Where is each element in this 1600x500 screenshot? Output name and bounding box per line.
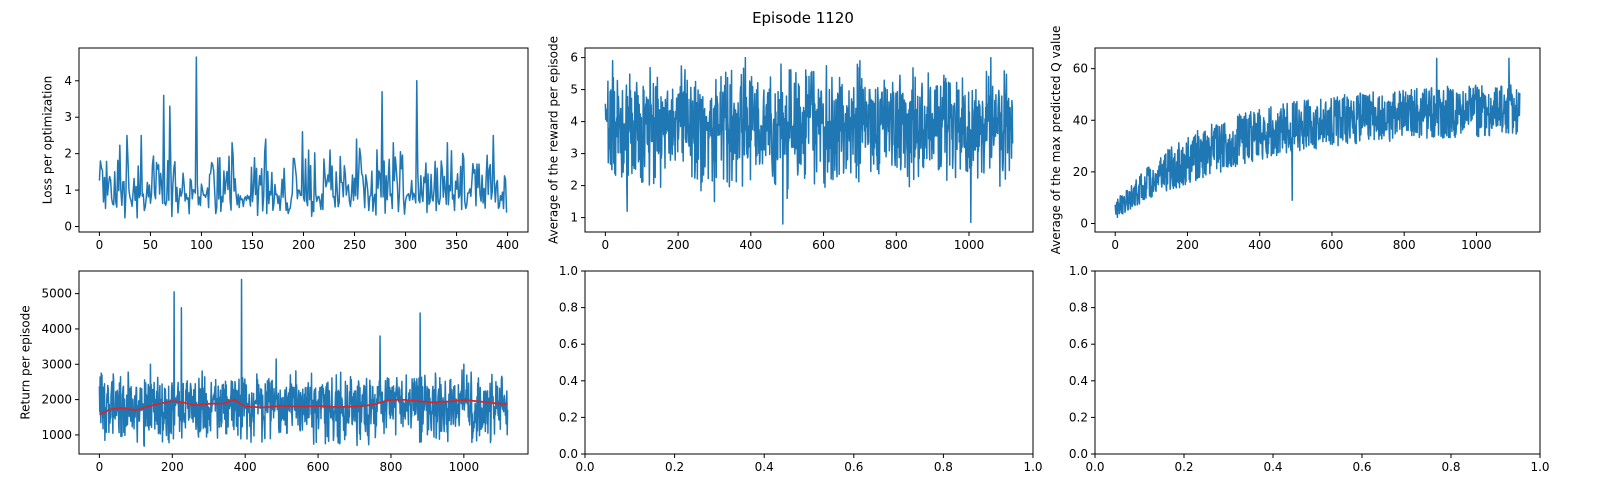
- subplot-data-area: [1114, 57, 1521, 219]
- y-tick-label: 3000: [41, 357, 72, 371]
- y-tick-label: 6: [570, 51, 578, 65]
- x-tick-label: 800: [380, 460, 403, 474]
- series-line: [98, 56, 508, 219]
- x-tick-label: 600: [1320, 238, 1343, 252]
- y-tick-label: 2: [570, 179, 578, 193]
- y-tick-label: 1: [64, 183, 72, 197]
- y-tick-label: 60: [1073, 62, 1088, 76]
- x-tick-label: 1000: [449, 460, 480, 474]
- y-axis-label: Return per episode: [18, 305, 32, 419]
- x-tick-label: 400: [1248, 238, 1271, 252]
- y-tick-label: 0.2: [1069, 410, 1088, 424]
- y-tick-label: 5: [570, 83, 578, 97]
- subplot-2: 0 200 400 600 800 1000 1 2 3 4 5 6 Average of the re…: [547, 36, 1034, 252]
- axes-frame: [78, 270, 529, 455]
- axes-frame: [584, 270, 1034, 455]
- x-tick-label: 1000: [1461, 238, 1492, 252]
- x-tick-label: 600: [307, 460, 330, 474]
- subplot-3: 0 200 400 600 800 1000 0 20 40 60 Average of the m…: [1049, 26, 1541, 255]
- y-tick-label: 1000: [41, 428, 72, 442]
- x-tick-label: 350: [445, 238, 468, 252]
- y-tick-label: 4: [64, 74, 72, 88]
- x-tick-label: 250: [343, 238, 366, 252]
- y-axis-label: Average of the max predicted Q value: [1049, 26, 1063, 255]
- x-tick-label: 0.4: [755, 460, 774, 474]
- y-axis-label: Average of the reward per episode: [547, 36, 561, 244]
- x-tick-label: 0.4: [1263, 460, 1282, 474]
- x-tick-label: 200: [667, 238, 690, 252]
- x-tick-label: 150: [241, 238, 264, 252]
- y-tick-label: 0.8: [559, 301, 578, 315]
- x-tick-label: 0.8: [1441, 460, 1460, 474]
- axes-frame: [584, 47, 1034, 233]
- subplot-data-area: [604, 56, 1014, 225]
- y-tick-label: 0.6: [559, 337, 578, 351]
- x-tick-label: 0.2: [1174, 460, 1193, 474]
- y-tick-label: 0.0: [1069, 447, 1088, 461]
- y-tick-label: 1.0: [559, 264, 578, 278]
- x-tick-label: 200: [292, 238, 315, 252]
- y-tick-label: 0.2: [559, 410, 578, 424]
- x-tick-label: 400: [234, 460, 257, 474]
- y-tick-label: 40: [1073, 113, 1088, 127]
- y-tick-label: 0: [64, 220, 72, 234]
- y-tick-label: 20: [1073, 165, 1088, 179]
- x-tick-label: 400: [739, 238, 762, 252]
- y-tick-label: 0: [1080, 216, 1088, 230]
- moving-average-line: [99, 398, 508, 416]
- subplot-6: 0.0 0.2 0.4 0.6 0.8 1.0 0.0 0.2 0.4 0.6 0.8 1.0: [1069, 264, 1550, 474]
- x-tick-label: 0.0: [575, 460, 594, 474]
- y-tick-label: 0.4: [1069, 374, 1088, 388]
- x-tick-label: 200: [161, 460, 184, 474]
- series-line: [98, 278, 509, 447]
- y-tick-label: 3: [570, 147, 578, 161]
- x-tick-label: 0: [602, 238, 610, 252]
- x-tick-label: 200: [1176, 238, 1199, 252]
- y-tick-label: 3: [64, 110, 72, 124]
- x-tick-label: 0: [96, 238, 104, 252]
- subplot-1: 0 50 100 150 200 250 300 350 400 0 1 2 3 4 Loss per op…: [41, 47, 529, 252]
- x-tick-label: 1000: [954, 238, 985, 252]
- subplot-4: 0 200 400 600 800 1000 1000 2000 3000 4000 5000 Ret…: [18, 270, 529, 474]
- y-tick-label: 1: [570, 211, 578, 225]
- x-tick-label: 0.2: [665, 460, 684, 474]
- series-line: [604, 56, 1014, 225]
- y-axis-label: Loss per optimization: [41, 76, 55, 205]
- x-tick-label: 0.0: [1085, 460, 1104, 474]
- y-tick-label: 4: [570, 115, 578, 129]
- y-tick-label: 0.8: [1069, 301, 1088, 315]
- figure-suptitle: Episode 1120: [752, 9, 854, 27]
- y-tick-label: 0.4: [559, 374, 578, 388]
- y-tick-label: 2000: [41, 393, 72, 407]
- x-tick-label: 800: [1393, 238, 1416, 252]
- x-tick-label: 600: [812, 238, 835, 252]
- y-tick-label: 4000: [41, 322, 72, 336]
- y-tick-label: 2: [64, 147, 72, 161]
- subplot-5: 0.0 0.2 0.4 0.6 0.8 1.0 0.0 0.2 0.4 0.6 0.8 1.0: [559, 264, 1043, 474]
- x-tick-label: 0: [96, 460, 104, 474]
- subplot-data-area: [98, 278, 509, 447]
- x-tick-label: 0: [1111, 238, 1119, 252]
- subplot-data-area: [98, 56, 508, 219]
- x-tick-label: 1.0: [1023, 460, 1042, 474]
- axes-frame: [1094, 47, 1541, 233]
- series-line: [1114, 57, 1521, 219]
- axes-frame: [1094, 270, 1541, 455]
- y-tick-label: 0.6: [1069, 337, 1088, 351]
- x-tick-label: 1.0: [1530, 460, 1549, 474]
- x-tick-label: 0.8: [934, 460, 953, 474]
- x-tick-label: 0.6: [844, 460, 863, 474]
- x-tick-label: 400: [496, 238, 519, 252]
- x-tick-label: 100: [190, 238, 213, 252]
- y-tick-label: 0.0: [559, 447, 578, 461]
- x-tick-label: 50: [143, 238, 158, 252]
- x-tick-label: 800: [885, 238, 908, 252]
- x-tick-label: 300: [394, 238, 417, 252]
- y-tick-label: 1.0: [1069, 264, 1088, 278]
- y-tick-label: 5000: [41, 287, 72, 301]
- x-tick-label: 0.6: [1352, 460, 1371, 474]
